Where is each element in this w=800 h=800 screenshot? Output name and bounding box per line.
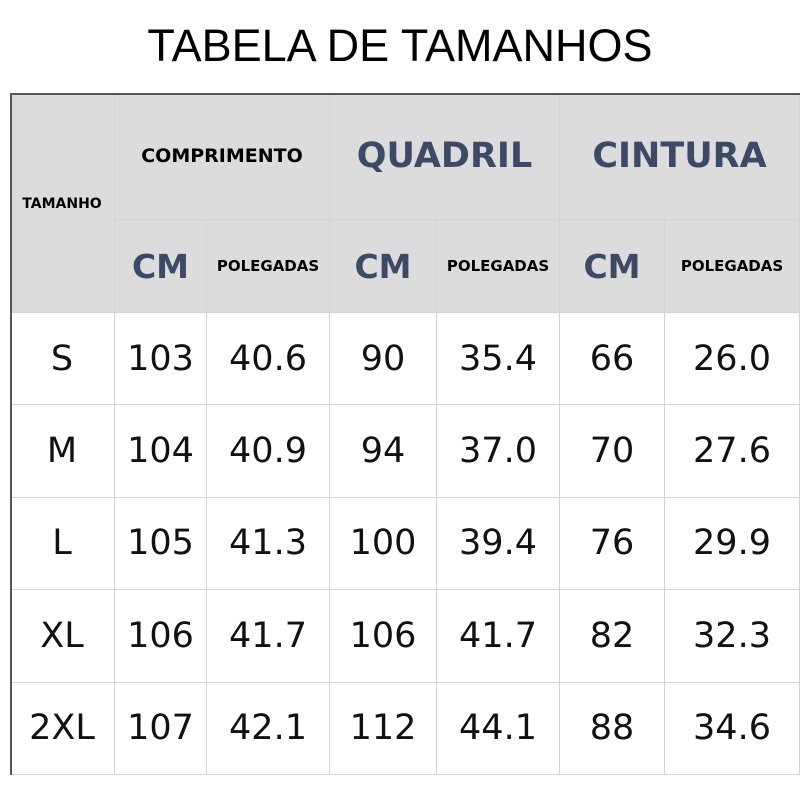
measurement: 41.7: [207, 590, 330, 683]
measurement: 103: [115, 313, 207, 406]
size-header: TAMANHO: [10, 93, 115, 313]
measurement: 41.7: [437, 590, 560, 683]
size-label: S: [10, 313, 115, 406]
measurement: 106: [115, 590, 207, 683]
measurement: 32.3: [665, 590, 800, 683]
measurement: 66: [560, 313, 665, 406]
measurement: 39.4: [437, 497, 560, 591]
unit-header: CM: [115, 220, 207, 313]
measurement: 44.1: [437, 682, 560, 775]
measurement: 40.6: [207, 313, 330, 406]
unit-header: CM: [330, 220, 437, 313]
measurement: 104: [115, 405, 207, 498]
measurement: 106: [330, 590, 437, 683]
measurement: 40.9: [207, 405, 330, 498]
unit-header: POLEGADAS: [207, 220, 330, 313]
size-label: L: [10, 497, 115, 591]
size-label: XL: [10, 590, 115, 683]
unit-header: POLEGADAS: [665, 220, 800, 313]
group-header: QUADRIL: [330, 93, 560, 220]
measurement: 26.0: [665, 313, 800, 406]
group-header: COMPRIMENTO: [115, 93, 330, 220]
measurement: 107: [115, 682, 207, 775]
unit-header: CM: [560, 220, 665, 313]
group-header: CINTURA: [560, 93, 800, 220]
measurement: 105: [115, 497, 207, 591]
measurement: 76: [560, 497, 665, 591]
measurement: 29.9: [665, 497, 800, 591]
size-label: M: [10, 405, 115, 498]
title: TABELA DE TAMANHOS: [147, 20, 653, 71]
measurement: 34.6: [665, 682, 800, 775]
measurement: 70: [560, 405, 665, 498]
measurement: 90: [330, 313, 437, 406]
measurement: 35.4: [437, 313, 560, 406]
measurement: 27.6: [665, 405, 800, 498]
unit-header: POLEGADAS: [437, 220, 560, 313]
measurement: 42.1: [207, 682, 330, 775]
measurement: 100: [330, 497, 437, 591]
measurement: 41.3: [207, 497, 330, 591]
measurement: 94: [330, 405, 437, 498]
measurement: 112: [330, 682, 437, 775]
measurement: 88: [560, 682, 665, 775]
size-label: 2XL: [10, 682, 115, 775]
measurement: 82: [560, 590, 665, 683]
measurement: 37.0: [437, 405, 560, 498]
